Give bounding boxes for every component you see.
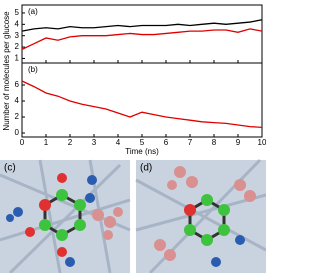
y-tick-label: 6 xyxy=(15,80,20,89)
x-tick-label: 7 xyxy=(188,138,193,147)
figure: 1 2 3 4 5 (a) Number of molecules per glucose 0… xyxy=(0,4,267,275)
panel-label: (b) xyxy=(28,65,38,74)
y-tick-label: 5 xyxy=(15,8,20,17)
y-tick-label: 1 xyxy=(15,54,20,63)
x-tick-label: 0 xyxy=(20,138,25,147)
image-label: (c) xyxy=(4,163,16,174)
panel-label: (a) xyxy=(28,7,38,16)
x-tick-label: 4 xyxy=(116,138,121,147)
plot-frame xyxy=(21,62,263,138)
molecule-image-d xyxy=(135,158,267,275)
y-tick-label: 3 xyxy=(15,31,20,40)
x-axis-label: Time (ns) xyxy=(125,147,159,156)
y-tick-label: 4 xyxy=(15,19,20,28)
series-line xyxy=(21,19,263,32)
x-tick-label: 3 xyxy=(92,138,97,147)
y-tick-label: 0 xyxy=(15,128,20,137)
x-tick-label: 2 xyxy=(68,138,73,147)
molecule-image-c xyxy=(0,159,131,275)
x-tick-label: 9 xyxy=(236,138,241,147)
x-tick-label: 10 xyxy=(258,138,266,147)
y-tick-label: 2 xyxy=(15,42,20,51)
x-tick-label: 1 xyxy=(44,138,49,147)
x-tick-label: 8 xyxy=(212,138,217,147)
image-label: (d) xyxy=(140,163,152,174)
y-tick-label: 4 xyxy=(15,96,20,105)
series-line xyxy=(21,80,263,129)
y-axis-label: Number of molecules per glucose xyxy=(2,11,11,131)
series-line xyxy=(21,28,263,50)
x-tick-label: 5 xyxy=(140,138,145,147)
x-tick-label: 6 xyxy=(164,138,169,147)
y-tick-label: 2 xyxy=(15,112,20,121)
